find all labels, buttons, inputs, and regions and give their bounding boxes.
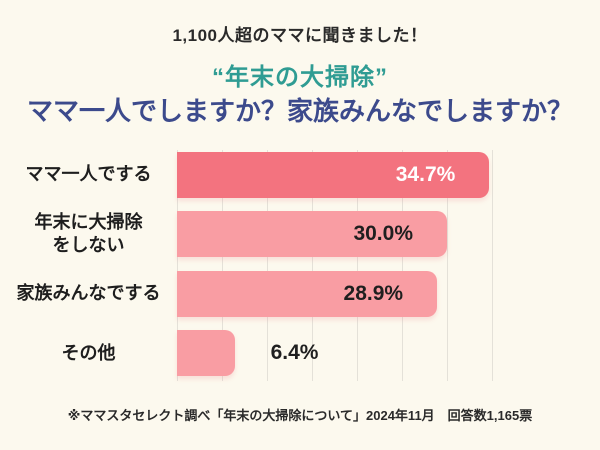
bar [177, 330, 235, 377]
survey-eyebrow: 1,100人超のママに聞きました！ [172, 26, 428, 45]
bar-track: 28.9% [177, 270, 600, 317]
value-label: 30.0% [353, 222, 413, 246]
chart-row: 年末に大掃除 をしない 30.0% [0, 205, 600, 265]
bar-chart: ママ一人でする 34.7% 年末に大掃除 をしない 30.0% 家族みんなでする 28.9… [0, 145, 600, 383]
value-label: 6.4% [270, 341, 319, 365]
bar: 30.0% [177, 211, 447, 258]
bar-track: 30.0% [177, 211, 600, 258]
chart-rows: ママ一人でする 34.7% 年末に大掃除 をしない 30.0% 家族みんなでする 28.9… [0, 145, 600, 383]
chart-row: ママ一人でする 34.7% [0, 145, 600, 205]
bar: 34.7% [177, 151, 490, 198]
chart-row: その他 6.4% [0, 324, 600, 384]
category-label: ママ一人でする [25, 164, 152, 185]
chart-title: “年末の大掃除” [212, 64, 388, 91]
category-label: 年末に大掃除 をしない [34, 211, 143, 256]
category-label: その他 [61, 342, 116, 363]
value-label: 34.7% [395, 162, 456, 186]
chart-row: 家族みんなでする 28.9% [0, 264, 600, 324]
bar-track: 6.4% [177, 330, 600, 377]
value-label: 28.9% [343, 281, 404, 305]
category-label: 家族みんなでする [16, 283, 161, 304]
chart-question: ママ一人でしますか？家族みんなでしますか？ [26, 96, 573, 126]
bar: 28.9% [177, 270, 438, 317]
bar-track: 34.7% [177, 151, 600, 198]
source-note: ※ママスタセレクト調べ「年末の大掃除について」2024年11月 回答数1,165… [67, 408, 533, 423]
